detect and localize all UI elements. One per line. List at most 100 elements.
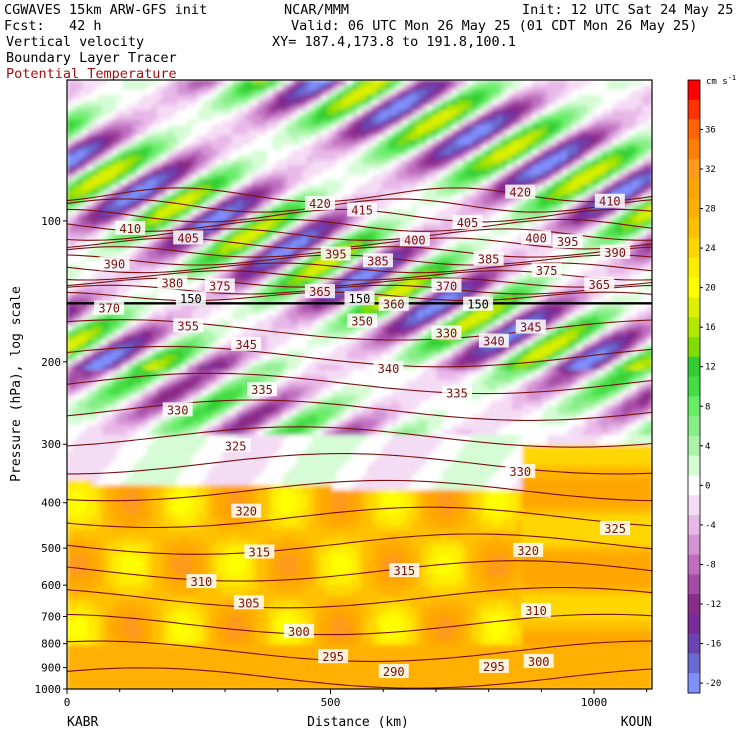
field-cell <box>432 165 438 171</box>
field-cell <box>222 90 228 96</box>
field-cell <box>247 160 253 166</box>
field-cell <box>487 190 493 196</box>
field-cell <box>457 170 463 176</box>
field-cell <box>347 180 353 186</box>
field-cell <box>172 95 178 101</box>
field-cell <box>397 195 403 201</box>
field-cell <box>167 195 173 201</box>
field-cell <box>347 155 353 161</box>
field-cell <box>72 130 78 136</box>
field-cell <box>247 110 253 116</box>
field-cell <box>352 285 358 291</box>
field-cell <box>332 110 338 116</box>
field-cell <box>207 255 213 261</box>
field-cell <box>407 145 413 151</box>
field-cell <box>277 155 283 161</box>
field-cell <box>302 280 308 286</box>
field-cell <box>247 185 253 191</box>
field-cell <box>427 125 433 131</box>
field-cell <box>222 220 228 226</box>
field-cell <box>567 130 573 136</box>
field-cell <box>637 85 643 91</box>
field-cell <box>282 145 288 151</box>
field-cell <box>467 240 473 246</box>
field-cell <box>507 145 513 151</box>
field-cell <box>202 140 208 146</box>
field-cell <box>342 235 348 241</box>
field-cell <box>257 250 263 256</box>
field-cell <box>597 115 603 121</box>
field-cell <box>142 135 148 141</box>
field-cell <box>607 115 613 121</box>
field-cell <box>252 245 258 251</box>
field-cell <box>477 120 483 126</box>
field-cell <box>542 280 548 286</box>
field-cell <box>427 225 433 231</box>
field-cell <box>312 85 318 91</box>
field-cell <box>207 95 213 101</box>
field-cell <box>162 290 168 296</box>
field-cell <box>517 220 523 226</box>
field-cell <box>322 230 328 236</box>
field-cell <box>632 285 638 291</box>
field-cell <box>297 220 303 226</box>
field-cell <box>392 100 398 106</box>
field-cell <box>602 105 608 111</box>
field-cell <box>317 210 323 216</box>
field-cell <box>307 165 313 171</box>
field-cell <box>72 125 78 131</box>
field-cell <box>67 285 73 291</box>
field-cell <box>532 135 538 141</box>
field-cell <box>127 115 133 121</box>
field-cell <box>537 285 543 291</box>
field-cell <box>392 150 398 156</box>
field-cell <box>212 110 218 116</box>
field-cell <box>267 275 273 281</box>
field-cell <box>447 105 453 111</box>
field-cell <box>632 150 638 156</box>
field-cell <box>307 160 313 166</box>
field-cell <box>277 180 283 186</box>
field-cell <box>287 120 293 126</box>
field-cell <box>197 270 203 276</box>
field-cell <box>122 180 128 186</box>
field-cell <box>587 80 593 86</box>
field-cell <box>532 155 538 161</box>
field-cell <box>417 125 423 131</box>
field-cell <box>547 120 553 126</box>
field-cell <box>127 160 133 166</box>
field-cell <box>577 140 583 146</box>
field-cell <box>277 90 283 96</box>
field-cell <box>77 185 83 191</box>
field-cell <box>572 275 578 281</box>
field-cell <box>632 180 638 186</box>
field-cell <box>552 195 558 201</box>
field-cell <box>277 285 283 291</box>
field-cell <box>577 215 583 221</box>
field-cell <box>637 210 643 216</box>
field-cell <box>457 255 463 261</box>
field-cell <box>292 125 298 131</box>
field-cell <box>297 195 303 201</box>
field-cell <box>157 125 163 131</box>
field-cell <box>262 280 268 286</box>
field-cell <box>512 150 518 156</box>
field-cell <box>342 115 348 121</box>
field-cell <box>82 195 88 201</box>
field-cell <box>597 175 603 181</box>
field-cell <box>317 85 323 91</box>
field-cell <box>212 180 218 186</box>
field-cell <box>117 150 123 156</box>
field-cell <box>262 170 268 176</box>
field-cell <box>107 180 113 186</box>
field-cell <box>132 125 138 131</box>
field-cell <box>617 225 623 231</box>
field-cell <box>582 190 588 196</box>
field-cell <box>382 105 388 111</box>
field-cell <box>337 195 343 201</box>
field-cell <box>272 120 278 126</box>
field-cell <box>227 150 233 156</box>
field-cell <box>462 105 468 111</box>
field-cell <box>112 195 118 201</box>
field-cell <box>342 90 348 96</box>
